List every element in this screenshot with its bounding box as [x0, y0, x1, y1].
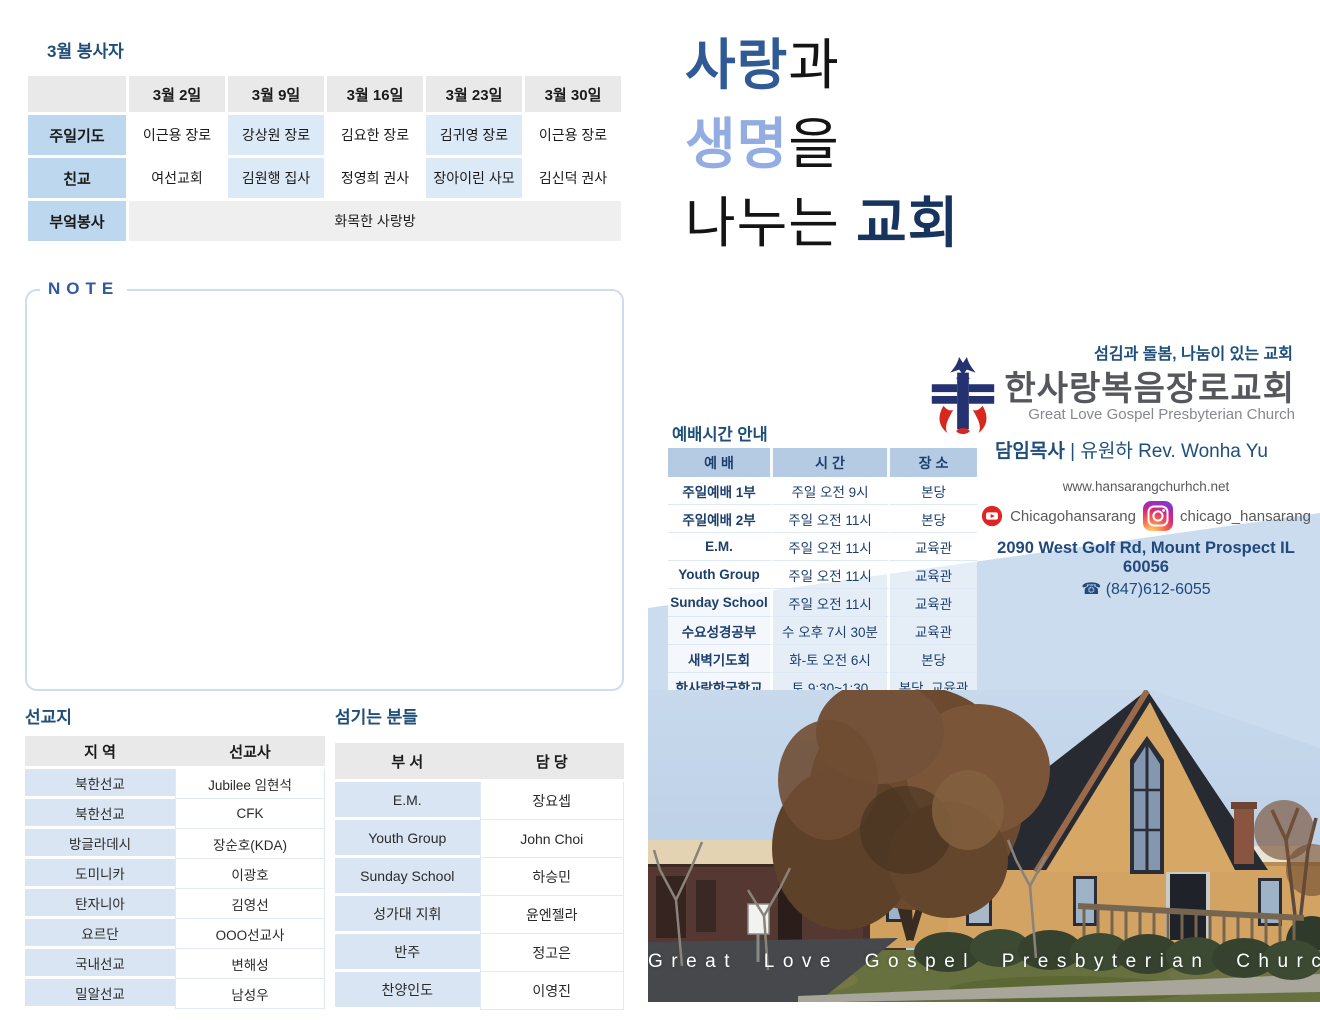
- table-row: 반주 정고은: [335, 934, 624, 972]
- volunteers-date-header: 3월 9일: [228, 76, 324, 112]
- table-row: 북한선교 CFK: [25, 799, 325, 829]
- table-row: Sunday School 주일 오전 11시 교육관: [668, 589, 977, 617]
- kitchen-value: 화목한 사랑방: [129, 201, 621, 241]
- note-box: [25, 289, 624, 691]
- church-logo-icon: [931, 357, 995, 435]
- worship-col-time: 시 간: [773, 448, 890, 477]
- headline-line1: 사랑과: [685, 34, 840, 96]
- table-row: 주일예배 1부 주일 오전 9시 본당: [668, 477, 977, 505]
- table-row: 방글라데시 장순호(KDA): [25, 829, 325, 859]
- worship-header-row: 예 배 시 간 장 소: [668, 448, 977, 477]
- volunteers-date-header: 3월 30일: [525, 76, 621, 112]
- youtube-icon[interactable]: [981, 505, 1003, 527]
- volunteers-title: 3월 봉사자: [47, 42, 124, 61]
- worship-col-place: 장 소: [890, 448, 977, 477]
- missions-table: 지 역 선교사 북한선교 Jubilee 임현석 북한선교 CFK 방글라데시 …: [25, 736, 325, 1009]
- table-row: Youth Group 주일 오전 11시 교육관: [668, 561, 977, 589]
- missions-col-missionary: 선교사: [175, 736, 325, 769]
- worship-col-service: 예 배: [668, 448, 773, 477]
- address: 2090 West Golf Rd, Mount Prospect IL 600…: [997, 539, 1295, 576]
- servants-col-department: 부 서: [335, 743, 480, 782]
- volunteers-header-row: 3월 2일 3월 9일 3월 16일 3월 23일 3월 30일: [28, 76, 621, 112]
- note-label: NOTE: [40, 279, 128, 299]
- bulletin-cover-page: 사랑과 생명을 나누는 교회 섬김과 돌봄, 나눔이 있는 교회 한사랑복음장로…: [648, 0, 1320, 1020]
- servants-table: 부 서 담 당 E.M. 장요셉 Youth Group John Choi S…: [335, 743, 624, 1010]
- church-name-korean: 한사랑복음장로교회: [1004, 370, 1295, 408]
- contact-block: www.hansarangchurhch.net Chicagohansaran…: [980, 479, 1312, 599]
- church-name-english: Great Love Gospel Presbyterian Church: [1028, 406, 1295, 423]
- photo-caption: Great Love Gospel Presbyterian Church: [648, 951, 1320, 972]
- table-row: 밀알선교 남성우: [25, 979, 325, 1009]
- headline-line3: 나누는 교회: [685, 192, 960, 254]
- volunteers-date-header: 3월 2일: [129, 76, 225, 112]
- table-row: 찬양인도 이영진: [335, 972, 624, 1010]
- table-row: Sunday School 하승민: [335, 858, 624, 896]
- volunteers-corner-cell: [28, 76, 126, 112]
- missions-title: 선교지: [25, 708, 72, 727]
- table-row: 탄자니아 김영선: [25, 889, 325, 919]
- table-row: 북한선교 Jubilee 임현석: [25, 769, 325, 799]
- missions-header-row: 지 역 선교사: [25, 736, 325, 769]
- servants-header-row: 부 서 담 당: [335, 743, 624, 782]
- missions-col-region: 지 역: [25, 736, 175, 769]
- table-row: 친교 여선교회 김원행 집사 정영희 권사 장아이린 사모 김신덕 권사: [28, 158, 621, 198]
- table-row: 국내선교 변해성: [25, 949, 325, 979]
- table-row: 요르단 OOO선교사: [25, 919, 325, 949]
- table-row: E.M. 장요셉: [335, 782, 624, 820]
- servants-title: 섬기는 분들: [335, 708, 418, 727]
- table-row: 수요성경공부 수 오후 7시 30분 교육관: [668, 617, 977, 645]
- hedges: [914, 929, 1320, 980]
- table-row: 성가대 지휘 윤엔젤라: [335, 896, 624, 934]
- instagram-handle[interactable]: chicago_hansarang: [1180, 507, 1311, 525]
- volunteers-table: 3월 2일 3월 9일 3월 16일 3월 23일 3월 30일 주일기도 이근용 장로…: [25, 73, 624, 244]
- church-tagline: 섬김과 돌봄, 나눔이 있는 교회: [1094, 346, 1293, 363]
- table-row: Youth Group John Choi: [335, 820, 624, 858]
- volunteers-row-label: 부엌봉사: [28, 201, 126, 241]
- headline: 사랑과 생명을 나누는 교회: [685, 26, 959, 263]
- kitchen-row: 부엌봉사 화목한 사랑방: [28, 201, 621, 241]
- phone-number: ☎ (847)612-6055: [1081, 581, 1211, 598]
- volunteers-date-header: 3월 16일: [327, 76, 423, 112]
- volunteers-row-label: 주일기도: [28, 115, 126, 155]
- table-row: 새벽기도회 화-토 오전 6시 본당: [668, 645, 977, 673]
- headline-line2: 생명을: [685, 113, 840, 175]
- servants-col-person: 담 당: [479, 743, 624, 782]
- youtube-handle[interactable]: Chicagohansarang: [1010, 507, 1136, 525]
- table-row: 도미니카 이광호: [25, 859, 325, 889]
- worship-times-table: 예 배 시 간 장 소 주일예배 1부 주일 오전 9시 본당 주일예배 2부 …: [668, 448, 977, 701]
- volunteers-row-label: 친교: [28, 158, 126, 198]
- autumn-tree: [772, 690, 1050, 942]
- instagram-icon[interactable]: [1143, 501, 1173, 531]
- bare-saplings: [652, 839, 1048, 971]
- volunteers-date-header: 3월 23일: [426, 76, 522, 112]
- sidewalk: [798, 974, 1320, 1002]
- pastor-line: 담임목사 | 유원하 Rev. Wonha Yu: [994, 441, 1268, 462]
- social-row: Chicagohansarang chicago_hansarang: [980, 501, 1312, 531]
- table-row: 주일예배 2부 주일 오전 11시 본당: [668, 505, 977, 533]
- website-link[interactable]: www.hansarangchurhch.net: [1062, 479, 1230, 494]
- worship-times-title: 예배시간 안내: [672, 426, 768, 444]
- photo-corner-cut: [1153, 690, 1320, 748]
- church-photo: [648, 690, 1320, 1002]
- table-row: E.M. 주일 오전 11시 교육관: [668, 533, 977, 561]
- driveway: [648, 938, 898, 1002]
- bulletin-left-page: 3월 봉사자 3월 2일 3월 9일 3월 16일 3월 23일 3월 30일 주일기도…: [0, 0, 648, 1020]
- table-row: 주일기도 이근용 장로 강상원 장로 김요한 장로 김귀영 장로 이근용 장로: [28, 115, 621, 155]
